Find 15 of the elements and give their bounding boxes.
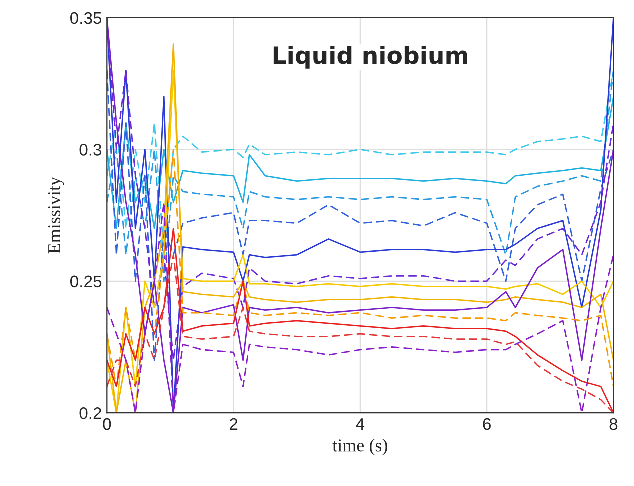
y-tick-label: 0.2 bbox=[80, 408, 102, 420]
x-tick-label: 6 bbox=[483, 418, 491, 430]
line-series bbox=[107, 96, 614, 230]
line-series bbox=[107, 70, 614, 362]
x-axis-title: time (s) bbox=[332, 439, 388, 456]
line-series bbox=[107, 148, 614, 388]
x-tick-label: 8 bbox=[610, 418, 618, 430]
x-tick-label: 2 bbox=[230, 418, 238, 430]
y-tick-label: 0.3 bbox=[80, 144, 102, 156]
annotation: Liquid niobium bbox=[274, 46, 468, 69]
y-axis-title: Emissivity bbox=[48, 176, 64, 254]
y-tick-label: 0.35 bbox=[70, 12, 102, 24]
y-tick-label: 0.25 bbox=[70, 276, 102, 288]
x-tick-label: 4 bbox=[356, 418, 365, 430]
x-tick-label: 0 bbox=[103, 418, 112, 430]
